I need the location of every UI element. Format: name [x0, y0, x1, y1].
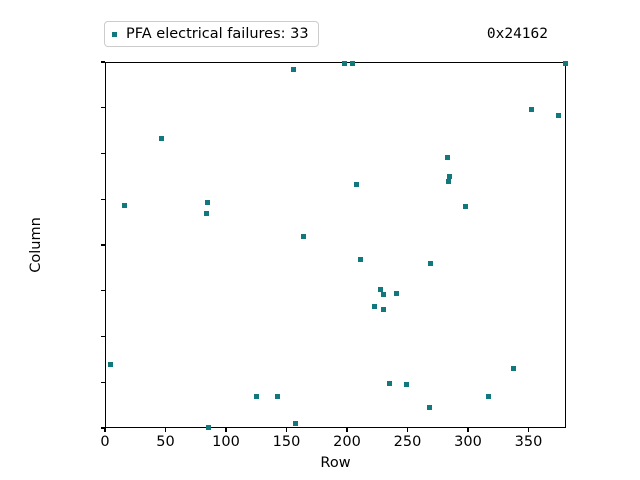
- x-tick-mark: [467, 428, 469, 432]
- legend-box[interactable]: PFA electrical failures: 33: [104, 21, 319, 47]
- x-tick-label: 0: [100, 434, 110, 450]
- data-point: [378, 287, 384, 293]
- data-point: [427, 260, 433, 266]
- x-tick-label: 250: [393, 434, 422, 450]
- data-point: [205, 200, 211, 206]
- legend-label: PFA electrical failures: 33: [126, 26, 309, 42]
- x-tick-mark: [164, 428, 167, 432]
- x-tick-label: 50: [156, 434, 175, 450]
- data-point: [108, 361, 114, 367]
- x-tick-mark: [346, 428, 348, 432]
- data-point: [293, 421, 299, 426]
- data-point: [206, 424, 212, 430]
- x-tick-label: 100: [212, 434, 240, 450]
- data-point: [159, 135, 165, 141]
- data-point: [121, 203, 127, 209]
- data-point: [556, 112, 562, 118]
- chart-title: 0x24162: [486, 26, 548, 42]
- data-point: [529, 107, 535, 113]
- y-tick-mark: [101, 244, 105, 246]
- y-tick-mark: [101, 61, 105, 63]
- data-point: [386, 380, 392, 386]
- data-point: [485, 394, 491, 400]
- y-tick-mark: [101, 335, 105, 338]
- data-point: [511, 366, 517, 372]
- data-point: [380, 292, 386, 297]
- data-point: [353, 182, 359, 188]
- y-tick-mark: [101, 107, 105, 109]
- data-point: [350, 60, 356, 66]
- x-axis-label: Row: [320, 455, 351, 471]
- data-point: [253, 394, 259, 400]
- data-point: [393, 291, 399, 297]
- x-tick-label: 200: [333, 434, 361, 450]
- y-tick-mark: [101, 152, 105, 155]
- y-axis-label: Column: [28, 217, 44, 273]
- y-tick-mark: [101, 198, 105, 200]
- plot-axes-frame: [105, 60, 569, 430]
- x-tick-mark: [527, 428, 530, 432]
- data-point: [291, 66, 297, 72]
- data-point: [203, 211, 209, 217]
- x-tick-label: 300: [454, 434, 482, 450]
- x-tick-label: 150: [272, 434, 301, 450]
- data-point: [426, 405, 432, 411]
- data-point: [275, 393, 281, 399]
- data-point: [445, 178, 451, 184]
- data-point: [447, 173, 453, 179]
- x-tick-mark: [225, 428, 227, 432]
- x-tick-label: 350: [514, 434, 543, 450]
- data-point: [403, 381, 409, 387]
- data-point: [300, 234, 306, 240]
- y-tick-mark: [101, 427, 105, 429]
- x-tick-mark: [285, 428, 288, 432]
- data-point: [563, 60, 569, 66]
- legend-square-marker: [112, 31, 117, 37]
- data-point: [444, 154, 450, 160]
- data-point: [462, 204, 468, 210]
- y-tick-mark: [101, 290, 105, 292]
- x-tick-mark: [406, 428, 409, 432]
- data-point: [372, 303, 378, 309]
- y-tick-mark: [101, 381, 105, 383]
- scatter-plot-area: [106, 60, 569, 430]
- data-point: [380, 306, 386, 312]
- x-tick-mark: [104, 428, 106, 432]
- data-point: [341, 60, 347, 66]
- data-point: [357, 257, 363, 263]
